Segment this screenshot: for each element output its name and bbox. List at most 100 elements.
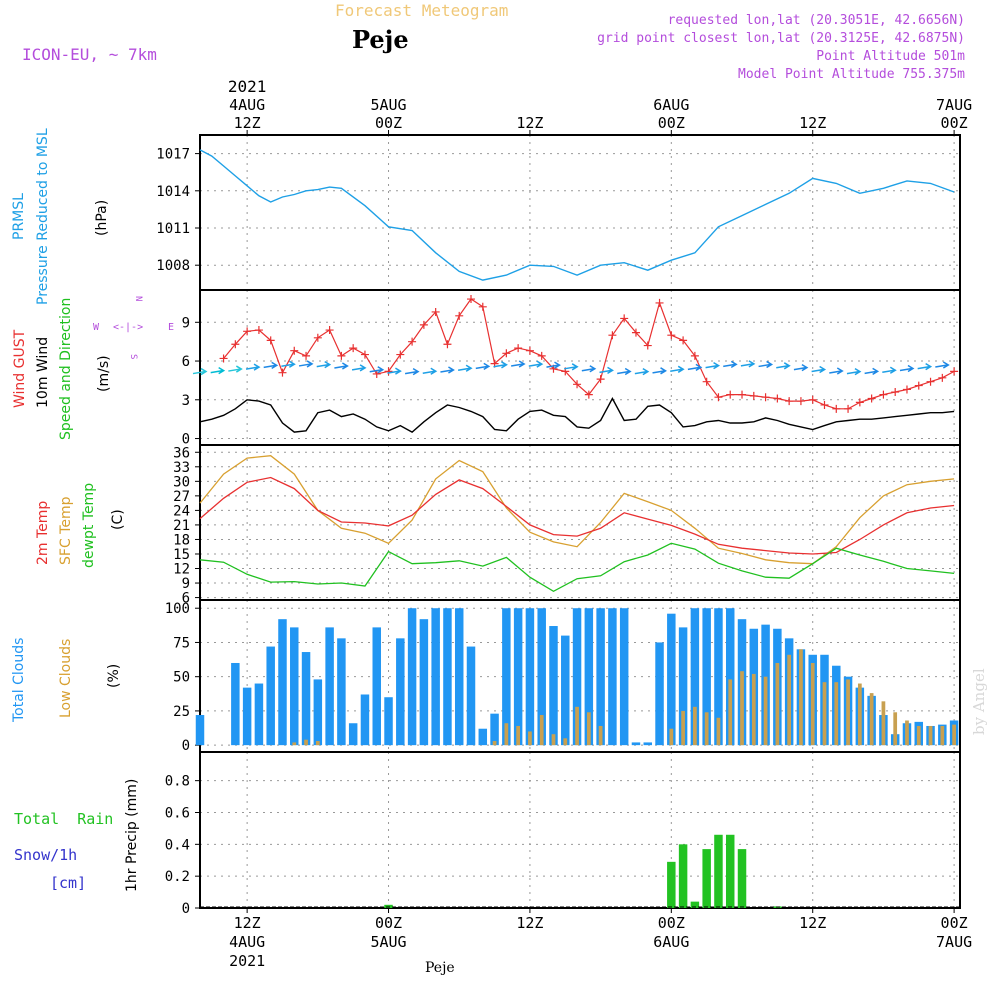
wind-direction-arrow	[298, 360, 314, 368]
gust-marker	[337, 351, 346, 360]
time-label-date: 6AUG	[653, 933, 689, 951]
total-cloud-bar	[513, 608, 523, 746]
gust-marker	[419, 320, 428, 329]
low-cloud-bar	[787, 654, 792, 746]
total-cloud-bar	[242, 687, 252, 746]
gust-marker	[879, 390, 888, 399]
low-cloud-bar	[751, 673, 756, 746]
rain-bar	[714, 834, 723, 908]
total-cloud-bar	[313, 679, 323, 746]
gust-marker	[360, 350, 369, 359]
total-cloud-bar	[702, 608, 711, 746]
gust-marker	[620, 314, 629, 323]
gust-marker	[302, 351, 311, 360]
compass-n: N	[133, 296, 143, 301]
y-tick-label: 0.2	[165, 869, 190, 885]
prmsl-label: PRMSL	[11, 193, 27, 240]
low-cloud-bar	[504, 723, 509, 746]
low-cloud-bar	[575, 706, 579, 746]
low-cloud-bar	[940, 725, 945, 746]
y-tick-label: 25	[173, 704, 190, 720]
low-cloud-bar	[822, 682, 827, 746]
total-cloud-bar	[290, 627, 299, 746]
wind-direction-arrow	[617, 367, 632, 376]
low-cloud-bar	[704, 712, 709, 746]
low-cloud-bar	[516, 725, 521, 746]
total-cloud-bar	[466, 646, 476, 746]
wind-direction-arrow	[493, 361, 508, 369]
gust-marker	[478, 302, 487, 311]
time-label-date: 5AUG	[370, 96, 406, 114]
y-tick-label: 6	[182, 591, 190, 607]
gust-marker	[690, 351, 699, 360]
wind-dir-label: Speed and Direction	[58, 298, 74, 440]
gust-marker	[231, 340, 240, 349]
time-label-hour: 12Z	[234, 914, 261, 932]
low-cloud-bar	[857, 683, 862, 746]
panel-frame	[199, 289, 961, 446]
low-cloud-bar	[881, 701, 886, 746]
snow-unit-label: [cm]	[50, 874, 86, 892]
gust-marker	[254, 326, 263, 335]
time-label-year: 2021	[228, 77, 267, 96]
total-cloud-bar	[337, 638, 346, 746]
compass-s: S	[128, 354, 138, 359]
time-label-hour: 00Z	[941, 114, 968, 132]
gust-marker	[349, 344, 358, 353]
time-label-hour: 12Z	[234, 114, 261, 132]
time-label-hour: 12Z	[799, 914, 826, 932]
wind-direction-arrow	[511, 360, 526, 368]
compass-ew: <-|->	[113, 322, 143, 333]
total-cloud-bar	[667, 613, 676, 746]
wind-direction-arrow	[740, 360, 756, 368]
total-cloud-bar	[643, 742, 652, 746]
rain-bar	[667, 861, 676, 908]
wind-direction-arrow	[387, 367, 402, 375]
total-cloud-bar	[266, 646, 275, 746]
gust-marker	[266, 336, 275, 345]
time-label-year: 2021	[229, 952, 265, 970]
rain-label: Total Rain	[14, 810, 113, 828]
rain-bar	[690, 901, 700, 908]
gust-marker	[525, 346, 534, 355]
y-tick-label: 33	[173, 460, 190, 476]
low-cloud-bar	[869, 693, 874, 746]
total-cloud-bar	[478, 728, 488, 746]
gust-marker	[808, 395, 817, 404]
total-cloud-bar	[631, 742, 641, 746]
dew-label: dewpt Temp	[81, 483, 97, 568]
plot-area: 1008101110141017036969121518212427303336…	[156, 77, 972, 970]
wind-direction-arrow	[793, 363, 809, 372]
wind-direction-arrow	[404, 368, 420, 376]
prmsl-desc-label: Pressure Reduced to MSL	[35, 128, 51, 305]
y-tick-label: 3	[182, 393, 190, 409]
y-tick-label: 1011	[156, 221, 190, 237]
low-cloud-bar	[492, 741, 497, 746]
time-label-hour: 12Z	[516, 914, 543, 932]
wind-direction-arrow	[670, 365, 685, 373]
total-cloud-bar	[714, 608, 723, 746]
low-cloud-bar	[693, 706, 697, 746]
gust-marker	[702, 377, 711, 386]
low-cloud-bar	[775, 662, 780, 746]
wind-direction-arrow	[457, 364, 473, 372]
y-tick-label: 36	[173, 445, 190, 461]
time-label-hour: 12Z	[799, 114, 826, 132]
low-cloud-bar	[539, 715, 544, 746]
wind-direction-arrow	[281, 360, 296, 368]
gust-marker	[679, 336, 688, 345]
total-cloud-bar	[443, 608, 452, 746]
low-cloud-bar	[810, 662, 815, 746]
total-cloud-bar	[301, 652, 311, 746]
pressure-side-labels: PRMSL Pressure Reduced to MSL (hPa)	[11, 128, 110, 305]
time-label-hour: 00Z	[658, 114, 685, 132]
gust-marker	[455, 311, 464, 320]
y-tick-label: 21	[173, 518, 190, 534]
wind-direction-arrow	[723, 360, 738, 368]
wind-direction-arrow	[210, 367, 226, 375]
low-cloud-bar	[528, 731, 532, 746]
gust-marker	[902, 385, 911, 394]
wind-direction-arrow	[652, 367, 667, 375]
low-cloud-bar	[928, 725, 933, 746]
y-tick-label: 9	[182, 576, 190, 592]
